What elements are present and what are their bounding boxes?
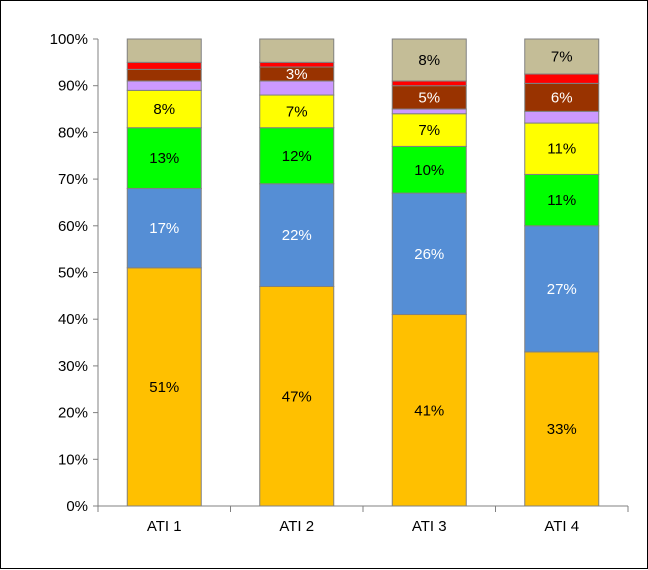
bar-segment [259, 127, 335, 185]
bar-segment [126, 187, 202, 269]
y-tick-label: 40% [58, 311, 88, 328]
data-label: 51% [149, 379, 179, 396]
bar-segment [259, 80, 335, 96]
y-tick-label: 10% [58, 451, 88, 468]
data-label: 17% [149, 220, 179, 237]
bar-segment [524, 122, 600, 175]
bar-segment [524, 82, 600, 112]
data-label: 33% [547, 421, 577, 438]
data-label: 8% [153, 101, 175, 118]
data-label: 41% [414, 402, 444, 419]
data-label: 6% [551, 89, 573, 106]
y-tick-label: 20% [58, 405, 88, 422]
x-tick-label: ATI 3 [412, 518, 447, 535]
data-label: 47% [282, 388, 312, 405]
bars-group [126, 38, 600, 507]
bar-segment [126, 68, 202, 82]
bar-segment [524, 225, 600, 353]
y-tick-label: 100% [50, 31, 88, 48]
labels-group: 51% 17% 13% 8% 47% 22% 12% 7% 3% 41% 26% 10% 7% 5% 8% 3… [149, 49, 577, 438]
data-label: 11% [547, 192, 576, 209]
x-tick-label: ATI 4 [544, 518, 579, 535]
data-label: 26% [414, 246, 444, 263]
y-tick-label: 30% [58, 358, 88, 375]
bar-segment [126, 89, 202, 129]
y-tick-label: 50% [58, 265, 88, 282]
data-label: 13% [149, 150, 179, 167]
data-label: 7% [286, 103, 308, 120]
data-label: 7% [551, 49, 573, 66]
bar-segment [391, 80, 467, 87]
y-tick-label: 90% [58, 78, 88, 95]
data-label: 22% [282, 227, 312, 244]
bar-segment [126, 61, 202, 70]
axes-group: 0% 10% 20% 30% 40% 50% 60% 70% 80% 90% 100% ATI 1 AT… [50, 31, 629, 535]
bar-segment [391, 108, 467, 115]
bar-segment [126, 267, 202, 507]
x-tick-label: ATI 1 [147, 518, 182, 535]
bar-segment [391, 38, 467, 82]
data-label: 8% [418, 52, 440, 69]
y-tick-label: 80% [58, 124, 88, 141]
x-tick-label: ATI 2 [279, 518, 314, 535]
bar-segment [391, 192, 467, 316]
data-label: 27% [547, 281, 577, 298]
bar-segment [524, 73, 600, 84]
bar-segment [259, 94, 335, 129]
data-label: 7% [418, 122, 440, 139]
bar-segment [524, 173, 600, 227]
data-label: 10% [414, 162, 444, 179]
bar-segment [524, 38, 600, 75]
bar-segment [524, 110, 600, 124]
data-label: 5% [418, 89, 440, 106]
bar-segment [259, 286, 335, 507]
data-label: 12% [282, 148, 312, 165]
bar-segment [391, 145, 467, 194]
data-label: 3% [286, 66, 308, 83]
bar-segment [126, 38, 202, 63]
y-tick-label: 60% [58, 218, 88, 235]
bar-segment [259, 183, 335, 288]
bar-segment [391, 314, 467, 507]
y-tick-label: 0% [66, 498, 88, 515]
data-label: 11% [547, 141, 576, 158]
bar-segment [126, 80, 202, 91]
y-tick-label: 70% [58, 171, 88, 188]
bar-segment [259, 38, 335, 63]
